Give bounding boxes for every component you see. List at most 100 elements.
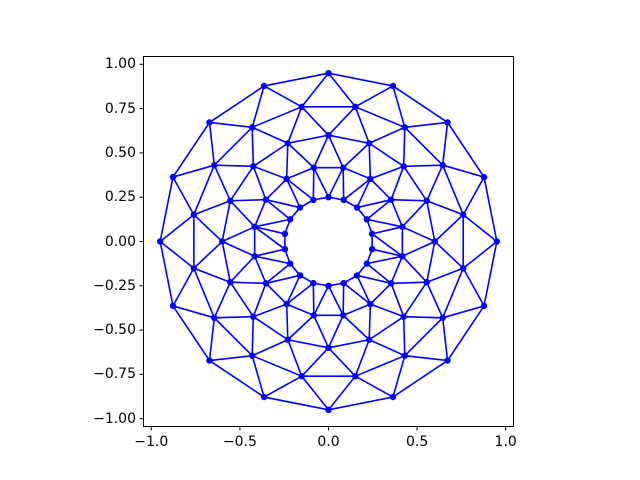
mesh-node — [283, 300, 290, 308]
mesh-edge — [193, 200, 232, 216]
mesh-edge — [172, 121, 211, 178]
mesh-edge — [313, 314, 330, 349]
mesh-edge — [229, 281, 267, 285]
mesh-edge — [193, 240, 223, 270]
mesh-edge — [354, 106, 370, 145]
mesh-edge — [369, 303, 405, 318]
mesh-edge — [441, 267, 464, 319]
mesh-edge — [313, 166, 330, 198]
mesh-node — [431, 238, 439, 245]
mesh-edge — [265, 274, 301, 285]
y-tick-label: 0.75 — [104, 100, 136, 117]
mesh-node — [459, 211, 467, 218]
mesh-edge — [172, 176, 195, 216]
y-tick-label: −1.00 — [93, 410, 136, 427]
mesh-edge — [425, 200, 436, 243]
mesh-edge — [287, 314, 315, 341]
mesh-edge — [221, 240, 256, 257]
mesh-node — [169, 173, 177, 181]
mesh-node — [298, 372, 305, 380]
mesh-edge — [287, 134, 330, 145]
mesh-edge — [251, 106, 303, 129]
mesh-node — [325, 194, 332, 201]
mesh-edge — [253, 198, 267, 228]
mesh-edges — [159, 72, 498, 411]
mesh-edge — [213, 316, 253, 357]
mesh-edge — [483, 176, 498, 243]
mesh-edge — [172, 305, 211, 362]
mesh-edge — [441, 121, 449, 166]
mesh-edge — [402, 164, 444, 168]
mesh-edge — [253, 226, 286, 250]
mesh-edge — [356, 178, 372, 209]
mesh-edge — [392, 354, 406, 398]
mesh-edge — [390, 281, 428, 285]
mesh-edge — [193, 267, 232, 283]
mesh-edge — [371, 233, 404, 257]
mesh-node — [368, 245, 376, 253]
mesh-edge — [366, 255, 404, 265]
mesh-edge — [287, 338, 303, 377]
mesh-edge — [342, 282, 372, 305]
mesh-edge — [263, 375, 303, 398]
mesh-node — [439, 314, 446, 321]
mesh-edge — [403, 316, 444, 357]
mesh-edge — [327, 284, 344, 317]
mesh-edge — [390, 198, 428, 202]
mesh-node — [227, 278, 234, 286]
mesh-edge — [392, 85, 406, 129]
mesh-edge — [402, 165, 428, 202]
mesh-edge — [193, 164, 216, 216]
mesh-edge — [327, 72, 357, 108]
mesh-edge — [368, 142, 405, 168]
y-tick-label: 0.50 — [104, 144, 136, 161]
mesh-edge — [401, 255, 428, 283]
mesh-node — [325, 131, 332, 139]
mesh-edge — [313, 134, 330, 169]
mesh-edge — [263, 396, 330, 411]
mesh-node — [281, 230, 289, 238]
mesh-edge — [371, 226, 404, 235]
mesh-node — [353, 204, 361, 211]
mesh-edge — [441, 305, 485, 319]
mesh-edge — [300, 106, 330, 136]
mesh-edge — [221, 200, 232, 243]
mesh-node — [365, 140, 373, 147]
mesh-edge — [327, 72, 394, 87]
mesh-edge — [356, 198, 392, 209]
mesh-node — [310, 196, 317, 204]
mesh-edge — [403, 126, 444, 166]
mesh-node — [251, 252, 258, 260]
mesh-edge — [251, 354, 265, 398]
mesh-edge — [208, 85, 265, 124]
mesh-edge — [229, 281, 255, 318]
mesh-node — [250, 313, 257, 320]
mesh-edge — [390, 165, 405, 201]
mesh-edge — [285, 303, 289, 341]
mesh-node — [310, 279, 317, 287]
mesh-edge — [172, 164, 216, 178]
mesh-edge — [213, 315, 255, 319]
mesh-node — [251, 223, 258, 231]
mesh-edge — [213, 126, 253, 166]
mesh-edge — [252, 315, 289, 341]
mesh-edge — [265, 282, 288, 305]
mesh-node — [211, 162, 218, 169]
mesh-edge — [342, 303, 372, 317]
mesh-node — [296, 204, 304, 211]
x-tick-label: −0.5 — [222, 433, 257, 450]
mesh-edge — [401, 240, 436, 257]
y-tick-label: 1.00 — [104, 56, 136, 73]
mesh-node — [298, 103, 305, 111]
mesh-edge — [251, 126, 255, 168]
mesh-edge — [193, 213, 223, 243]
x-tick-label: 0.5 — [405, 433, 429, 450]
mesh-edge — [253, 218, 291, 228]
mesh-edge — [441, 164, 464, 216]
mesh-node — [401, 352, 408, 359]
mesh-edge — [252, 165, 267, 201]
mesh-node — [296, 272, 304, 279]
mesh-edge — [159, 240, 195, 270]
mesh-node — [389, 393, 397, 401]
